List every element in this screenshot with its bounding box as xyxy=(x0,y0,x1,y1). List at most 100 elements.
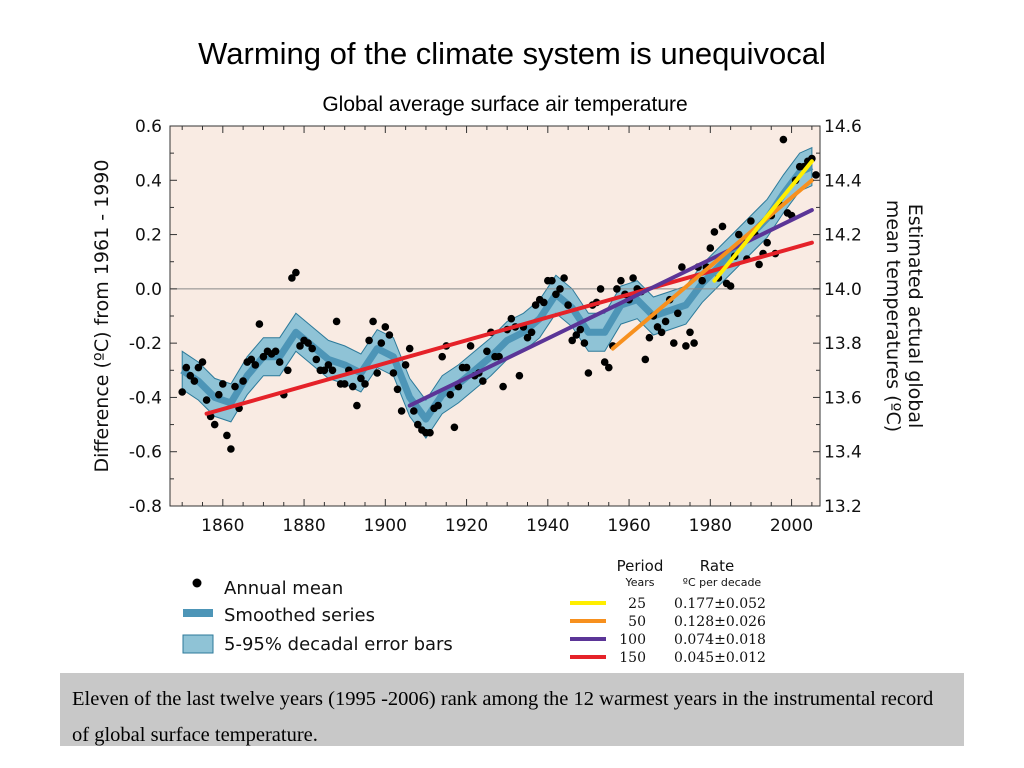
trend-legend-rate-100: 0.074±0.018 xyxy=(674,632,766,648)
annual-mean-point xyxy=(613,285,621,293)
trend-legend-period-50: 50 xyxy=(628,614,646,630)
caption-box: Eleven of the last twelve years (1995 -2… xyxy=(60,673,964,746)
legend-annual-mean-label: Annual mean xyxy=(224,578,343,599)
legend-smoothed-marker xyxy=(183,609,213,617)
y2-axis-label-line2: mean temperatures (ºC) xyxy=(882,200,904,432)
annual-mean-point xyxy=(446,390,455,399)
annual-mean-point xyxy=(304,339,312,347)
annual-mean-point xyxy=(718,222,727,231)
annual-mean-point xyxy=(381,323,390,331)
annual-mean-point xyxy=(747,217,755,225)
trend-legend: Period Years Rate ºC per decade 25 0.177… xyxy=(570,557,766,666)
x-tick-label: 1860 xyxy=(201,516,244,536)
x-tick-label: 1900 xyxy=(364,516,407,536)
axes-layer: 1860 1880 1900 1920 1940 1960 1980 2000 0.6 0.4 0.… xyxy=(129,117,862,536)
annual-mean-point xyxy=(320,366,329,375)
annual-mean-point xyxy=(698,276,706,285)
annual-mean-point xyxy=(657,328,666,337)
annual-mean-point xyxy=(292,268,300,277)
annual-mean-point xyxy=(531,301,540,309)
annual-mean-point xyxy=(645,333,654,342)
annual-mean-point xyxy=(479,377,487,385)
annual-mean-point xyxy=(617,276,625,285)
trend-legend-rate-25: 0.177±0.052 xyxy=(674,596,766,612)
x-tick-label: 1960 xyxy=(607,516,650,536)
annual-mean-point xyxy=(275,358,284,366)
annual-mean-point xyxy=(653,323,662,331)
trend-legend-rate-150: 0.045±0.012 xyxy=(674,650,766,666)
smoothed-layer xyxy=(180,163,814,423)
annual-mean-point xyxy=(373,369,382,377)
annual-mean-point xyxy=(349,382,357,391)
annual-mean-point xyxy=(271,347,280,356)
annual-mean-point xyxy=(332,317,341,326)
y-axis-label: Difference (ºC) from 1961 - 1990 xyxy=(91,160,113,473)
annual-mean-point xyxy=(393,385,402,394)
annual-mean-point xyxy=(353,401,361,410)
annual-mean-point xyxy=(576,325,585,334)
annual-mean-point xyxy=(284,366,292,375)
annual-mean-point xyxy=(365,336,373,345)
x-tick-label: 2000 xyxy=(770,516,813,536)
annual-mean-point xyxy=(215,390,223,399)
annual-mean-point xyxy=(629,274,637,282)
annual-mean-point xyxy=(239,377,247,385)
annual-mean-point xyxy=(670,339,678,347)
annual-mean-point xyxy=(596,285,605,293)
annual-mean-point xyxy=(560,274,568,282)
trend-lines-layer xyxy=(204,159,814,416)
annual-mean-point xyxy=(377,339,386,347)
annual-mean-point xyxy=(499,382,507,391)
x-tick-label: 1940 xyxy=(526,516,569,536)
annual-mean-point xyxy=(483,347,491,356)
y-tick-label: 0.2 xyxy=(135,226,162,246)
y-tick-label: -0.4 xyxy=(129,388,162,408)
annual-mean-point xyxy=(755,260,763,269)
annual-mean-point xyxy=(410,407,418,415)
y-tick-label: -0.6 xyxy=(129,443,162,463)
y2-tick-label: 14.4 xyxy=(824,171,862,191)
annual-mean-point xyxy=(194,363,203,372)
annual-mean-point xyxy=(450,423,459,432)
trend-line-150 xyxy=(204,240,814,416)
trend-legend-rate-header: Rate xyxy=(700,557,734,575)
annual-mean-point xyxy=(779,135,788,144)
annual-mean-point xyxy=(259,352,268,361)
annual-mean-point xyxy=(328,366,337,375)
annual-mean-point xyxy=(219,380,227,388)
annual-mean-point xyxy=(397,407,406,415)
annual-mean-point xyxy=(198,358,207,366)
annual-mean-point xyxy=(202,396,211,404)
annual-mean-point xyxy=(251,361,260,369)
trend-line-50 xyxy=(610,178,814,351)
annual-mean-point xyxy=(540,298,548,307)
y2-tick-label: 13.4 xyxy=(824,443,862,463)
annual-mean-point xyxy=(556,285,564,293)
y-tick-label: -0.8 xyxy=(129,497,162,517)
x-tick-label: 1920 xyxy=(445,516,488,536)
annual-mean-point xyxy=(227,445,235,453)
annual-mean-point xyxy=(247,355,256,364)
legend-errorbars-marker xyxy=(182,634,214,654)
annual-mean-point xyxy=(641,355,650,364)
annual-mean-point xyxy=(190,377,199,385)
annual-mean-point xyxy=(710,228,719,236)
smoothed-series-line xyxy=(180,163,814,423)
legend: Annual mean Smoothed series 5-95% decada… xyxy=(182,578,453,655)
annual-mean-point xyxy=(564,301,572,309)
annual-mean-point xyxy=(706,244,715,252)
annual-mean-point xyxy=(735,230,743,239)
annual-mean-point xyxy=(568,336,576,345)
annual-mean-point xyxy=(223,431,231,440)
annual-mean-point xyxy=(584,369,593,377)
trend-legend-period-100: 100 xyxy=(619,632,646,648)
annual-mean-point xyxy=(523,333,532,342)
annual-mean-point xyxy=(182,363,191,372)
annual-mean-point xyxy=(210,420,219,429)
annual-mean-point xyxy=(580,339,589,347)
legend-smoothed-label: Smoothed series xyxy=(224,605,375,626)
annual-mean-point xyxy=(308,344,317,353)
y2-tick-label: 14.6 xyxy=(824,117,862,137)
annual-mean-point xyxy=(686,328,694,337)
